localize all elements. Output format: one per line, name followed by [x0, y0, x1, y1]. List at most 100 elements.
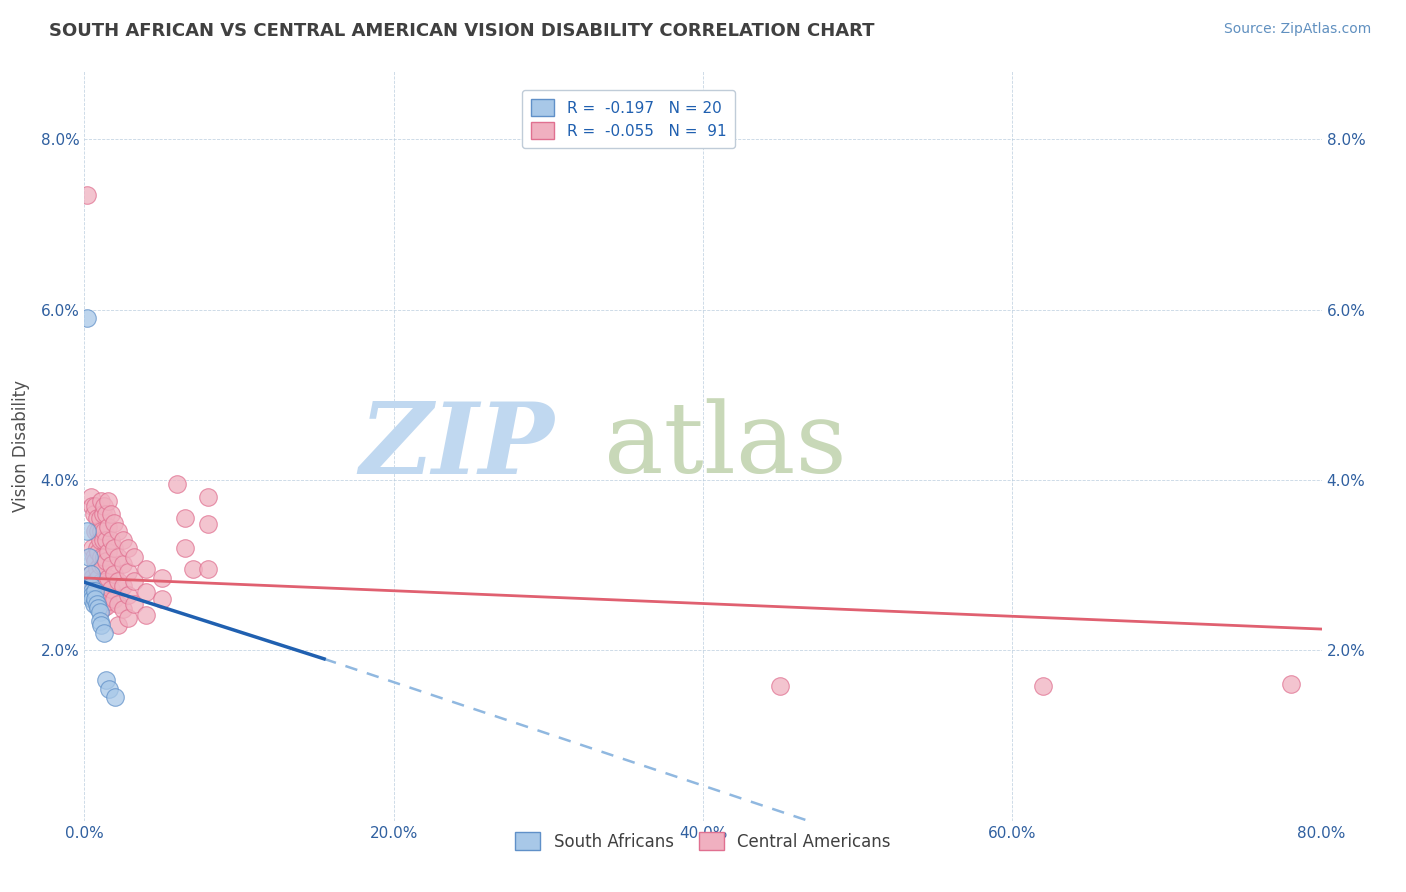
Point	[107, 574, 129, 588]
Point	[79, 566, 101, 581]
Point	[174, 541, 197, 556]
Point	[93, 597, 115, 611]
Point	[135, 585, 157, 599]
Point	[83, 575, 105, 590]
Point	[76, 187, 98, 202]
Point	[117, 541, 139, 556]
Point	[90, 597, 112, 611]
Point	[84, 499, 107, 513]
Point	[100, 533, 122, 547]
Point	[86, 541, 108, 556]
Legend: South Africans, Central Americans: South Africans, Central Americans	[509, 825, 897, 857]
Text: ZIP: ZIP	[360, 398, 554, 494]
Point	[90, 617, 112, 632]
Point	[93, 499, 115, 513]
Text: Source: ZipAtlas.com: Source: ZipAtlas.com	[1223, 22, 1371, 37]
Point	[79, 566, 101, 581]
Point	[82, 592, 104, 607]
Point	[84, 575, 107, 590]
Point	[98, 681, 121, 696]
Point	[150, 592, 173, 607]
Point	[89, 605, 111, 619]
Point	[181, 562, 204, 576]
Point	[82, 541, 104, 556]
Point	[87, 545, 110, 559]
Point	[112, 557, 135, 571]
Point	[84, 592, 107, 607]
Point	[94, 577, 117, 591]
Point	[104, 690, 127, 705]
Text: atlas: atlas	[605, 398, 846, 494]
Point	[94, 554, 117, 568]
Point	[100, 582, 122, 596]
Point	[91, 582, 114, 596]
Point	[89, 580, 111, 594]
Point	[83, 597, 105, 611]
Point	[87, 588, 110, 602]
Point	[150, 571, 173, 585]
Point	[90, 524, 112, 538]
Point	[93, 626, 115, 640]
Point	[96, 571, 118, 585]
Point	[94, 599, 117, 613]
Point	[112, 580, 135, 594]
Point	[86, 511, 108, 525]
Point	[117, 588, 139, 602]
Point	[89, 511, 111, 525]
Point	[112, 533, 135, 547]
Point	[82, 499, 104, 513]
Point	[93, 524, 115, 538]
Point	[135, 607, 157, 622]
Point	[90, 549, 112, 564]
Point	[96, 520, 118, 534]
Point	[122, 549, 145, 564]
Point	[87, 600, 110, 615]
Point	[93, 575, 115, 590]
Point	[100, 558, 122, 573]
Point	[122, 574, 145, 588]
Text: SOUTH AFRICAN VS CENTRAL AMERICAN VISION DISABILITY CORRELATION CHART: SOUTH AFRICAN VS CENTRAL AMERICAN VISION…	[49, 22, 875, 40]
Point	[90, 494, 112, 508]
Point	[89, 597, 111, 611]
Point	[91, 533, 114, 547]
Point	[83, 507, 105, 521]
Point	[96, 545, 118, 559]
Point	[769, 679, 792, 693]
Point	[79, 490, 101, 504]
Point	[122, 597, 145, 611]
Point	[135, 562, 157, 576]
Point	[91, 558, 114, 573]
Point	[103, 592, 125, 607]
Point	[86, 562, 108, 576]
Point	[117, 611, 139, 625]
Point	[197, 562, 219, 576]
Point	[117, 565, 139, 579]
Point	[1279, 677, 1302, 691]
Point	[83, 549, 105, 564]
Point	[103, 541, 125, 556]
Point	[112, 602, 135, 616]
Point	[87, 524, 110, 538]
Point	[77, 575, 100, 590]
Point	[94, 507, 117, 521]
Point	[96, 594, 118, 608]
Point	[197, 490, 219, 504]
Point	[79, 580, 101, 594]
Point	[107, 597, 129, 611]
Point	[89, 558, 111, 573]
Point	[84, 583, 107, 598]
Point	[90, 575, 112, 590]
Point	[86, 583, 108, 598]
Point	[94, 673, 117, 687]
Point	[82, 583, 104, 598]
Point	[174, 511, 197, 525]
Point	[96, 494, 118, 508]
Point	[76, 311, 98, 326]
Point	[94, 533, 117, 547]
Point	[89, 533, 111, 547]
Point	[91, 507, 114, 521]
Point	[103, 566, 125, 581]
Point	[103, 516, 125, 530]
Point	[197, 517, 219, 532]
Point	[77, 549, 100, 564]
